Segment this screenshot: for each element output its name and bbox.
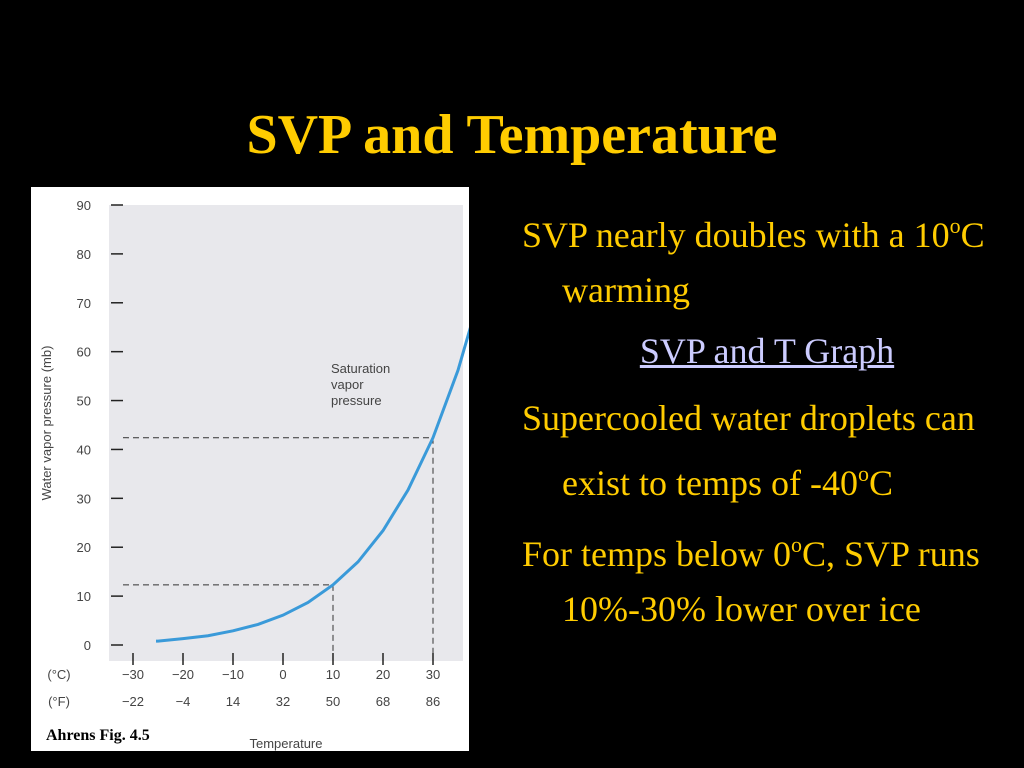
degree-superscript: o	[949, 213, 961, 238]
y-tick-label: 50	[77, 394, 91, 409]
svp-graph-link[interactable]: SVP and T Graph	[639, 331, 895, 371]
y-axis-label: Water vapor pressure (mb)	[39, 346, 54, 501]
x-tick-label-c: 0	[279, 667, 286, 682]
x-tick-label-c: −20	[172, 667, 194, 682]
svp-curve	[156, 327, 469, 643]
figure-caption: Ahrens Fig. 4.5	[46, 727, 150, 744]
bullet-text: C	[868, 463, 893, 503]
svp-chart-figure: 0 10 20 30 40 50 60 70 80 90 −30 −22 −20 −4 −10 14 0 32 10…	[31, 187, 469, 751]
degree-superscript: o	[857, 461, 869, 486]
x-unit-label-c: (°C)	[47, 667, 70, 682]
link-line: SVP and T Graph	[522, 324, 1012, 379]
bullet-text: C, SVP runs 10%-30% lower over ice	[562, 534, 980, 629]
y-tick-label: 30	[77, 491, 91, 506]
x-tick-label-f: 32	[276, 694, 290, 709]
svp-chart: 0 10 20 30 40 50 60 70 80 90 −30 −22 −20 −4 −10 14 0 32 10…	[39, 198, 469, 751]
x-tick-label-c: 10	[326, 667, 340, 682]
bullet-text: SVP nearly doubles with a 10	[522, 215, 950, 255]
curve-label: pressure	[331, 393, 382, 408]
y-tick-label: 40	[77, 442, 91, 457]
bullet-text: For temps below 0	[522, 534, 791, 574]
x-tick-label-c: 20	[376, 667, 390, 682]
plot-area	[109, 205, 463, 661]
x-tick-label-f: 50	[326, 694, 340, 709]
x-tick-label-f: 68	[376, 694, 390, 709]
y-tick-label: 90	[77, 198, 91, 213]
bullet-text: Supercooled water droplets can exist to …	[522, 398, 975, 503]
curve-label: vapor	[331, 377, 364, 392]
bullet-supercooled: Supercooled water droplets can exist to …	[522, 391, 1012, 511]
degree-superscript: o	[790, 532, 802, 557]
x-unit-label-f: (°F)	[48, 694, 70, 709]
x-tick-label-f: 14	[226, 694, 240, 709]
bullet-text: C warming	[562, 215, 985, 310]
y-tick-label: 10	[77, 589, 91, 604]
x-tick-label-f: −22	[122, 694, 144, 709]
x-tick-label-c: −10	[222, 667, 244, 682]
x-tick-label-c: 30	[426, 667, 440, 682]
y-tick-label: 0	[84, 638, 91, 653]
x-tick-label-c: −30	[122, 667, 144, 682]
y-tick-label: 70	[77, 296, 91, 311]
bullet-list: SVP nearly doubles with a 10oC warming S…	[522, 198, 1012, 643]
x-tick-label-f: −4	[176, 694, 191, 709]
bullet-svp-doubles: SVP nearly doubles with a 10oC warming	[522, 198, 1012, 318]
bullet-over-ice: For temps below 0oC, SVP runs 10%-30% lo…	[522, 517, 1012, 637]
x-tick-label-f: 86	[426, 694, 440, 709]
x-axis-label: Temperature	[250, 736, 323, 751]
curve-label: Saturation	[331, 361, 390, 376]
slide-title: SVP and Temperature	[246, 104, 778, 166]
y-tick-label: 80	[77, 247, 91, 262]
y-tick-label: 20	[77, 540, 91, 555]
y-tick-label: 60	[77, 345, 91, 360]
